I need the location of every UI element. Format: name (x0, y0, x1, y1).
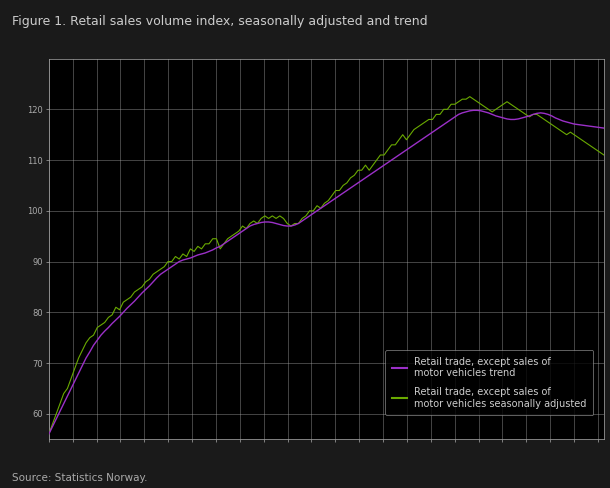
Text: Source: Statistics Norway.: Source: Statistics Norway. (12, 473, 148, 483)
Legend: Retail trade, except sales of
motor vehicles trend, Retail trade, except sales o: Retail trade, except sales of motor vehi… (385, 350, 594, 415)
Text: Figure 1. Retail sales volume index, seasonally adjusted and trend: Figure 1. Retail sales volume index, sea… (12, 15, 428, 28)
